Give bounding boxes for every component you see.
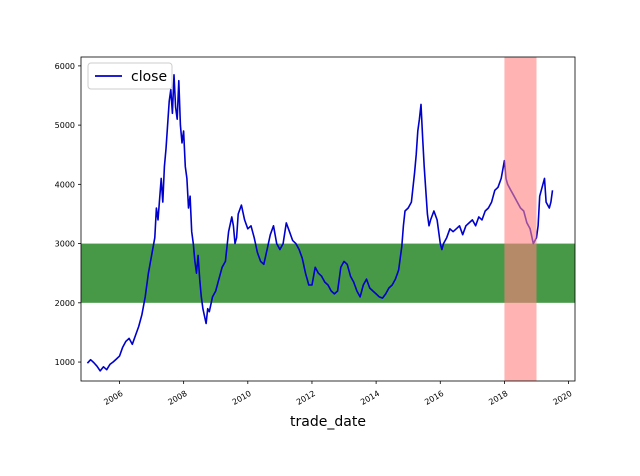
x-tick-label: 2010: [231, 389, 253, 407]
legend-box: [87, 62, 173, 90]
x-tick-label: 2020: [551, 389, 573, 407]
x-tick-label: 2012: [295, 389, 317, 407]
series-line-close: [86, 74, 554, 372]
x-tick-label: 2014: [359, 389, 381, 407]
legend: close: [87, 62, 173, 90]
y-tick-label: 4000: [55, 180, 75, 189]
x-axis-label: trade_date: [290, 414, 366, 430]
y-tick-label: 2000: [55, 299, 75, 308]
chart-bands: [81, 243, 575, 303]
y-tick-label: 1000: [55, 358, 75, 367]
chart-lines: [86, 74, 554, 372]
y-axis: 1000 2000 3000 4000 5000 6000: [55, 62, 81, 367]
legend-label: close: [131, 69, 167, 85]
y-tick-label: 6000: [55, 62, 75, 71]
x-tick-label: 2008: [167, 389, 189, 407]
horizontal-band: [81, 243, 575, 303]
y-tick-label: 5000: [55, 121, 75, 130]
y-tick-label: 3000: [55, 240, 75, 249]
x-tick-label: 2016: [423, 389, 445, 407]
x-axis: 2006 2008 2010 2012 2014 2016 2018 2020: [102, 381, 574, 407]
x-tick-label: 2006: [102, 389, 124, 407]
x-tick-label: 2018: [487, 389, 509, 407]
plot-frame: [80, 56, 576, 382]
vertical-band: [504, 57, 537, 381]
